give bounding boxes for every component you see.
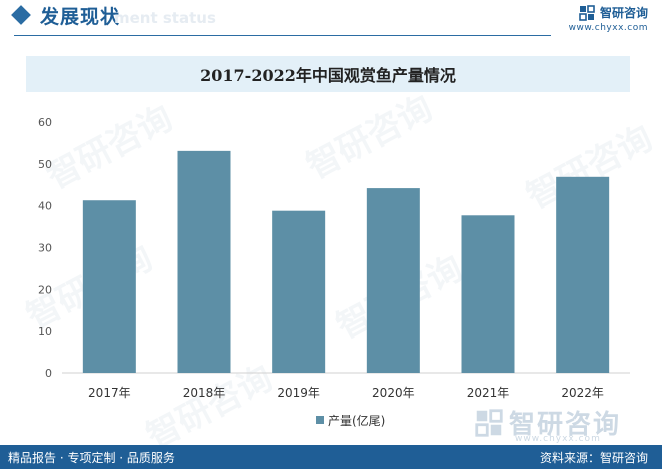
header-rule: [14, 35, 551, 36]
y-tick-label: 50: [38, 158, 52, 171]
watermark-brand-url: www.chyxx.com: [515, 434, 601, 444]
brand-url: www.chyxx.com: [568, 23, 648, 33]
legend-swatch: [316, 416, 324, 424]
bars: [82, 150, 610, 373]
y-tick-label: 60: [38, 116, 52, 129]
watermark-brand-name: 智研咨询: [509, 410, 622, 440]
x-tick-label: 2018年: [183, 386, 226, 400]
brand: 智研咨询 www.chyxx.com: [569, 4, 648, 33]
x-tick-label: 2017年: [88, 386, 131, 400]
y-tick-label: 30: [38, 242, 52, 255]
x-axis: 2017年 2018年 2019年 2020年 2021年 2022年: [88, 386, 604, 400]
y-tick-label: 10: [38, 325, 52, 338]
footer-slogan: 精品报告 · 专项定制 · 品质服务: [8, 451, 175, 465]
chart-title: 2017-2022年中国观赏鱼产量情况: [200, 66, 456, 85]
bar: [366, 188, 420, 373]
chart-title-band: 2017-2022年中国观赏鱼产量情况: [26, 56, 630, 92]
y-tick-label: 40: [38, 200, 52, 213]
bottom-watermark-logo: 智研咨询 www.chyxx.com: [475, 404, 622, 444]
legend-label: 产量(亿尾): [328, 413, 385, 428]
x-tick-label: 2021年: [467, 386, 510, 400]
footer: 精品报告 · 专项定制 · 品质服务 资料来源：智研咨询: [0, 445, 662, 469]
bar: [272, 210, 326, 373]
section-subtitle: ment status: [114, 9, 216, 27]
y-tick-label: 20: [38, 283, 52, 296]
header: 发展现状 ment status: [0, 0, 662, 40]
bar: [82, 200, 136, 373]
bar: [177, 150, 231, 373]
y-tick-label: 0: [45, 367, 52, 380]
footer-source: 资料来源：智研咨询: [539, 451, 648, 465]
section-title: 发展现状: [40, 6, 121, 28]
brand-name: 智研咨询: [599, 6, 648, 20]
bar: [461, 215, 515, 373]
x-tick-label: 2019年: [277, 386, 320, 400]
watermark-logo-icon: [475, 408, 503, 437]
y-axis: 0 10 20 30 40 50 60: [38, 116, 630, 380]
x-tick-label: 2020年: [372, 386, 415, 400]
brand-logo-icon: [579, 4, 595, 21]
legend: 产量(亿尾): [316, 413, 385, 428]
x-tick-label: 2022年: [561, 386, 604, 400]
bar: [556, 176, 610, 373]
